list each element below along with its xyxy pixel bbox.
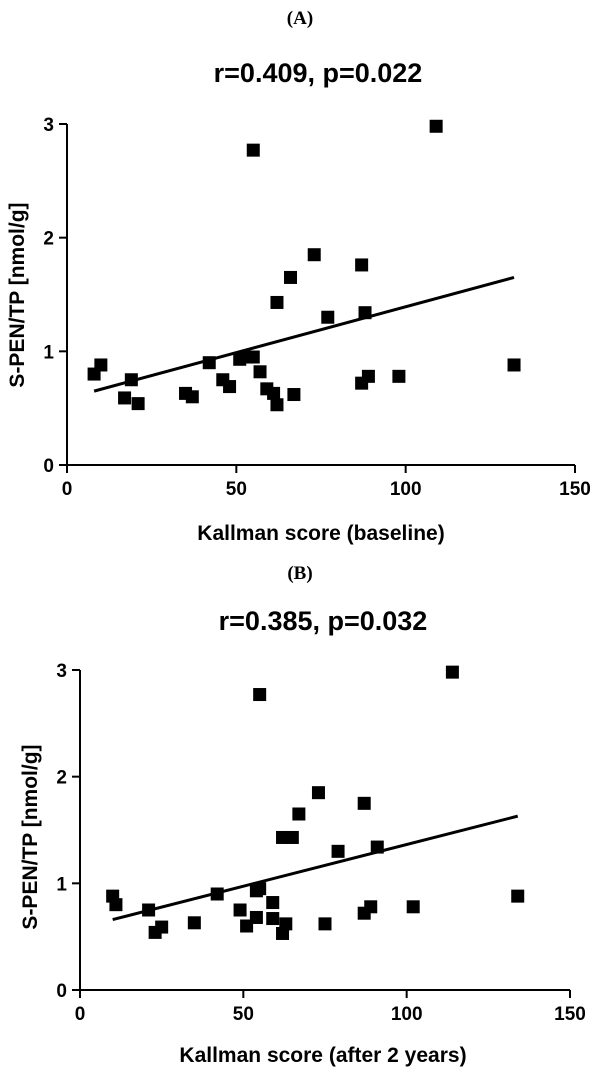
data-point [361,369,375,383]
data-point [307,248,321,262]
data-point [284,270,298,284]
x-axis-label: Kallman score (after 2 years) [179,1044,466,1067]
data-point [233,903,247,917]
x-tick-label: 150 [559,479,591,500]
data-point [253,365,267,379]
data-point [406,900,420,914]
data-point [285,830,299,844]
data-point [202,356,216,370]
regression-line [112,814,519,922]
x-tick-label: 100 [391,1004,423,1025]
data-point [357,796,371,810]
data-point [267,386,281,400]
x-tick-label: 50 [233,1004,254,1025]
data-point [109,898,123,912]
data-point [429,119,443,133]
data-point [249,910,263,924]
y-axis-label: S-PEN/TP [nmol/g] [19,744,42,929]
data-point [321,310,335,324]
data-point [246,350,260,364]
data-point [266,912,280,926]
data-point [287,388,301,402]
data-point [511,889,525,903]
y-tick-label: 1 [43,342,54,363]
y-tick-label: 3 [43,115,54,136]
data-point [311,786,325,800]
data-point [370,840,384,854]
y-tick-label: 1 [56,874,67,895]
regression-line [93,276,515,393]
data-point [223,380,237,394]
data-point [507,358,521,372]
data-point [246,143,260,157]
data-point [142,903,156,917]
chart-title: r=0.385, p=0.032 [219,606,428,636]
data-point [240,919,254,933]
data-point [292,807,306,821]
data-point [253,882,267,896]
data-point [94,358,108,372]
y-tick-label: 3 [56,661,67,682]
x-tick-label: 0 [62,479,73,500]
y-tick-label: 2 [56,768,67,789]
chart-title: r=0.409, p=0.022 [214,58,423,88]
x-tick-label: 0 [75,1004,86,1025]
panel-a: (A) r=0.409, p=0.022 S-PEN/TP [nmol/g] K… [6,8,591,545]
plot-marks: 0 50 100 150 0 1 2 3 [56,661,585,1025]
data-point [185,390,199,404]
y-tick-label: 2 [43,229,54,250]
y-tick-label: 0 [43,456,54,477]
data-point [270,295,284,309]
x-tick-label: 50 [226,479,247,500]
panel-label: (A) [287,8,313,29]
data-point [331,844,345,858]
data-point [358,306,372,320]
data-point [279,917,293,931]
y-axis-label: S-PEN/TP [nmol/g] [6,202,29,387]
panel-b: (B) r=0.385, p=0.032 S-PEN/TP [nmol/g] K… [19,563,586,1067]
data-point [253,688,267,702]
x-tick-label: 100 [390,479,422,500]
data-point [118,391,132,405]
data-point [445,665,459,679]
panel-label: (B) [287,563,312,584]
data-point [276,830,290,844]
data-point [392,369,406,383]
y-tick-label: 0 [56,981,67,1002]
data-point [270,398,284,412]
data-point [210,887,224,901]
data-point [155,920,169,934]
data-point [266,896,280,910]
data-point [187,916,201,930]
data-point [364,900,378,914]
x-axis-label: Kallman score (baseline) [197,522,444,545]
data-point [131,397,145,411]
x-tick-label: 150 [554,1004,586,1025]
data-point [124,373,138,387]
data-point [355,258,369,272]
data-point [318,917,332,931]
plot-marks: 0 50 100 150 0 1 2 3 [43,115,590,500]
